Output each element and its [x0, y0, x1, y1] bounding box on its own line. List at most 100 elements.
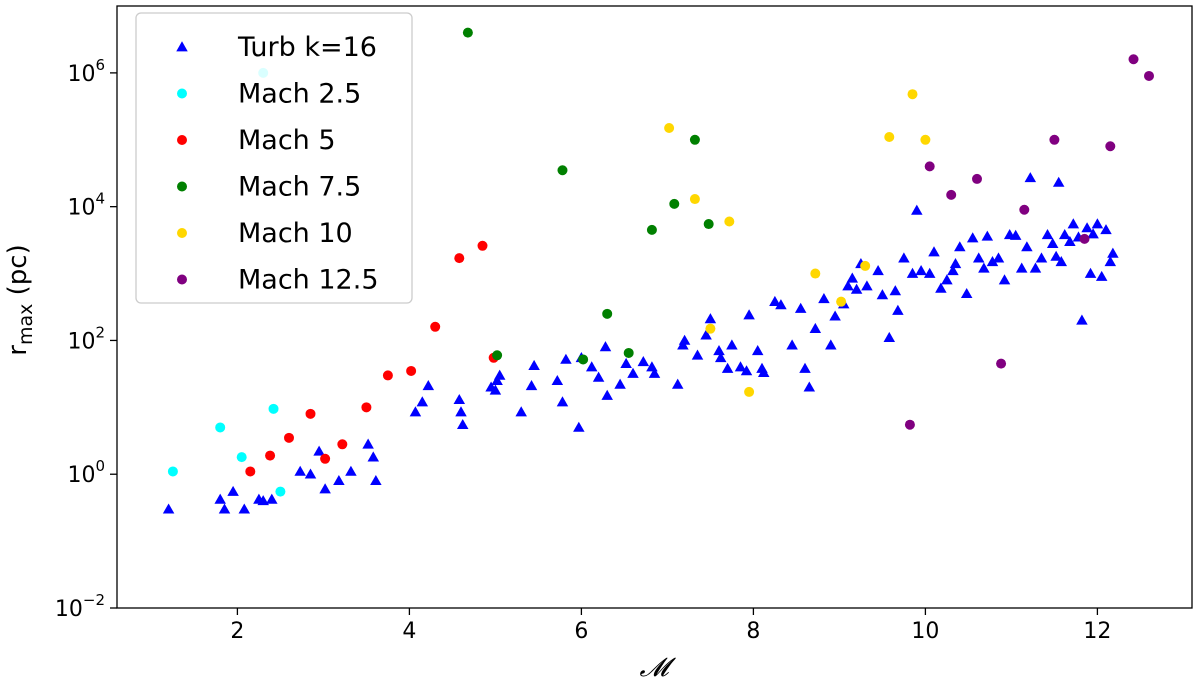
- data-point: [928, 246, 940, 257]
- data-point: [1081, 222, 1093, 233]
- data-point: [924, 161, 935, 172]
- data-point: [304, 468, 317, 479]
- data-point: [972, 252, 985, 263]
- data-point: [703, 219, 714, 230]
- data-point: [573, 421, 585, 432]
- data-point: [409, 406, 422, 417]
- legend-marker: [177, 228, 187, 238]
- data-point: [601, 389, 613, 400]
- y-tick-label: 104: [67, 190, 105, 221]
- data-point: [1144, 70, 1154, 81]
- legend-label: Mach 2.5: [238, 79, 361, 110]
- data-point: [689, 134, 700, 145]
- data-point: [947, 265, 959, 276]
- data-point: [430, 321, 441, 332]
- data-point: [456, 418, 469, 430]
- series-turb-k-16: [162, 172, 1119, 514]
- series-mach-5: [245, 240, 499, 477]
- data-point: [227, 485, 239, 496]
- data-point: [1015, 262, 1028, 273]
- y-axis-label: rmax (pc): [3, 244, 37, 355]
- data-point: [214, 493, 226, 504]
- data-point: [734, 361, 747, 372]
- data-point: [453, 393, 466, 405]
- data-point: [167, 466, 178, 477]
- data-point: [996, 358, 1007, 369]
- data-point: [637, 356, 650, 367]
- data-point: [724, 216, 735, 227]
- data-point: [941, 274, 953, 285]
- data-point: [861, 280, 873, 291]
- data-point: [704, 313, 717, 324]
- data-point: [305, 408, 316, 419]
- y-axis-label-suffix: (pc): [3, 244, 33, 303]
- data-point: [960, 287, 973, 299]
- data-point: [275, 486, 286, 497]
- data-point: [842, 280, 854, 291]
- data-point: [1052, 176, 1065, 187]
- data-point: [664, 122, 675, 133]
- data-point: [889, 285, 902, 296]
- data-point: [935, 282, 947, 293]
- data-point: [602, 308, 613, 319]
- y-tick-label: 106: [67, 56, 105, 87]
- data-point: [705, 323, 716, 334]
- x-tick-label: 10: [911, 619, 939, 644]
- data-point: [1100, 224, 1112, 235]
- plot-frame: [116, 5, 1193, 609]
- data-point: [1076, 314, 1088, 325]
- data-point: [691, 349, 704, 360]
- y-tick-label: 100: [67, 457, 105, 488]
- data-point: [898, 252, 910, 263]
- legend-marker: [177, 181, 187, 192]
- data-point: [998, 274, 1011, 285]
- x-tick-label: 6: [574, 619, 588, 644]
- data-point: [257, 495, 269, 506]
- legend-marker: [177, 88, 187, 99]
- legend-label: Mach 10: [238, 218, 353, 249]
- data-point: [818, 293, 830, 304]
- data-point: [884, 132, 895, 143]
- data-point: [268, 403, 279, 414]
- data-point: [620, 357, 632, 368]
- x-axis-label: 𝓜: [639, 653, 676, 681]
- data-point: [954, 241, 966, 252]
- data-point: [236, 452, 247, 463]
- data-point: [367, 451, 380, 462]
- data-point: [846, 272, 859, 283]
- data-point: [876, 289, 889, 300]
- data-point: [810, 268, 821, 279]
- data-point: [362, 438, 374, 449]
- data-point: [455, 406, 467, 417]
- data-point: [836, 296, 847, 307]
- data-point: [966, 232, 979, 243]
- data-point: [1084, 267, 1097, 278]
- data-point: [1105, 141, 1116, 152]
- data-point: [284, 432, 294, 443]
- data-point: [454, 253, 465, 264]
- legend-marker: [177, 274, 187, 285]
- data-point: [1019, 204, 1030, 215]
- data-point: [477, 240, 488, 251]
- data-point: [744, 386, 755, 397]
- y-axis-label-main: r: [3, 345, 33, 356]
- data-point: [740, 365, 753, 376]
- legend-label: Mach 12.5: [238, 265, 379, 296]
- data-point: [992, 252, 1005, 263]
- data-point: [370, 474, 382, 486]
- data-point: [491, 374, 503, 386]
- data-point: [345, 465, 357, 476]
- data-point: [1050, 250, 1062, 261]
- legend-marker: [177, 135, 187, 145]
- x-tick-label: 4: [402, 619, 416, 644]
- series-mach-7-5: [462, 27, 714, 365]
- svg-text:rmax (pc): rmax (pc): [3, 244, 37, 355]
- data-point: [860, 260, 871, 271]
- data-point: [906, 267, 919, 278]
- legend: Turb k=16 Mach 2.5 Mach 5 Mach 7.5 Mach 10 Ma…: [135, 12, 413, 304]
- data-point: [492, 350, 503, 361]
- y-tick-label: 102: [67, 323, 105, 354]
- data-point: [872, 265, 884, 276]
- data-point: [1095, 270, 1108, 281]
- data-point: [515, 406, 527, 417]
